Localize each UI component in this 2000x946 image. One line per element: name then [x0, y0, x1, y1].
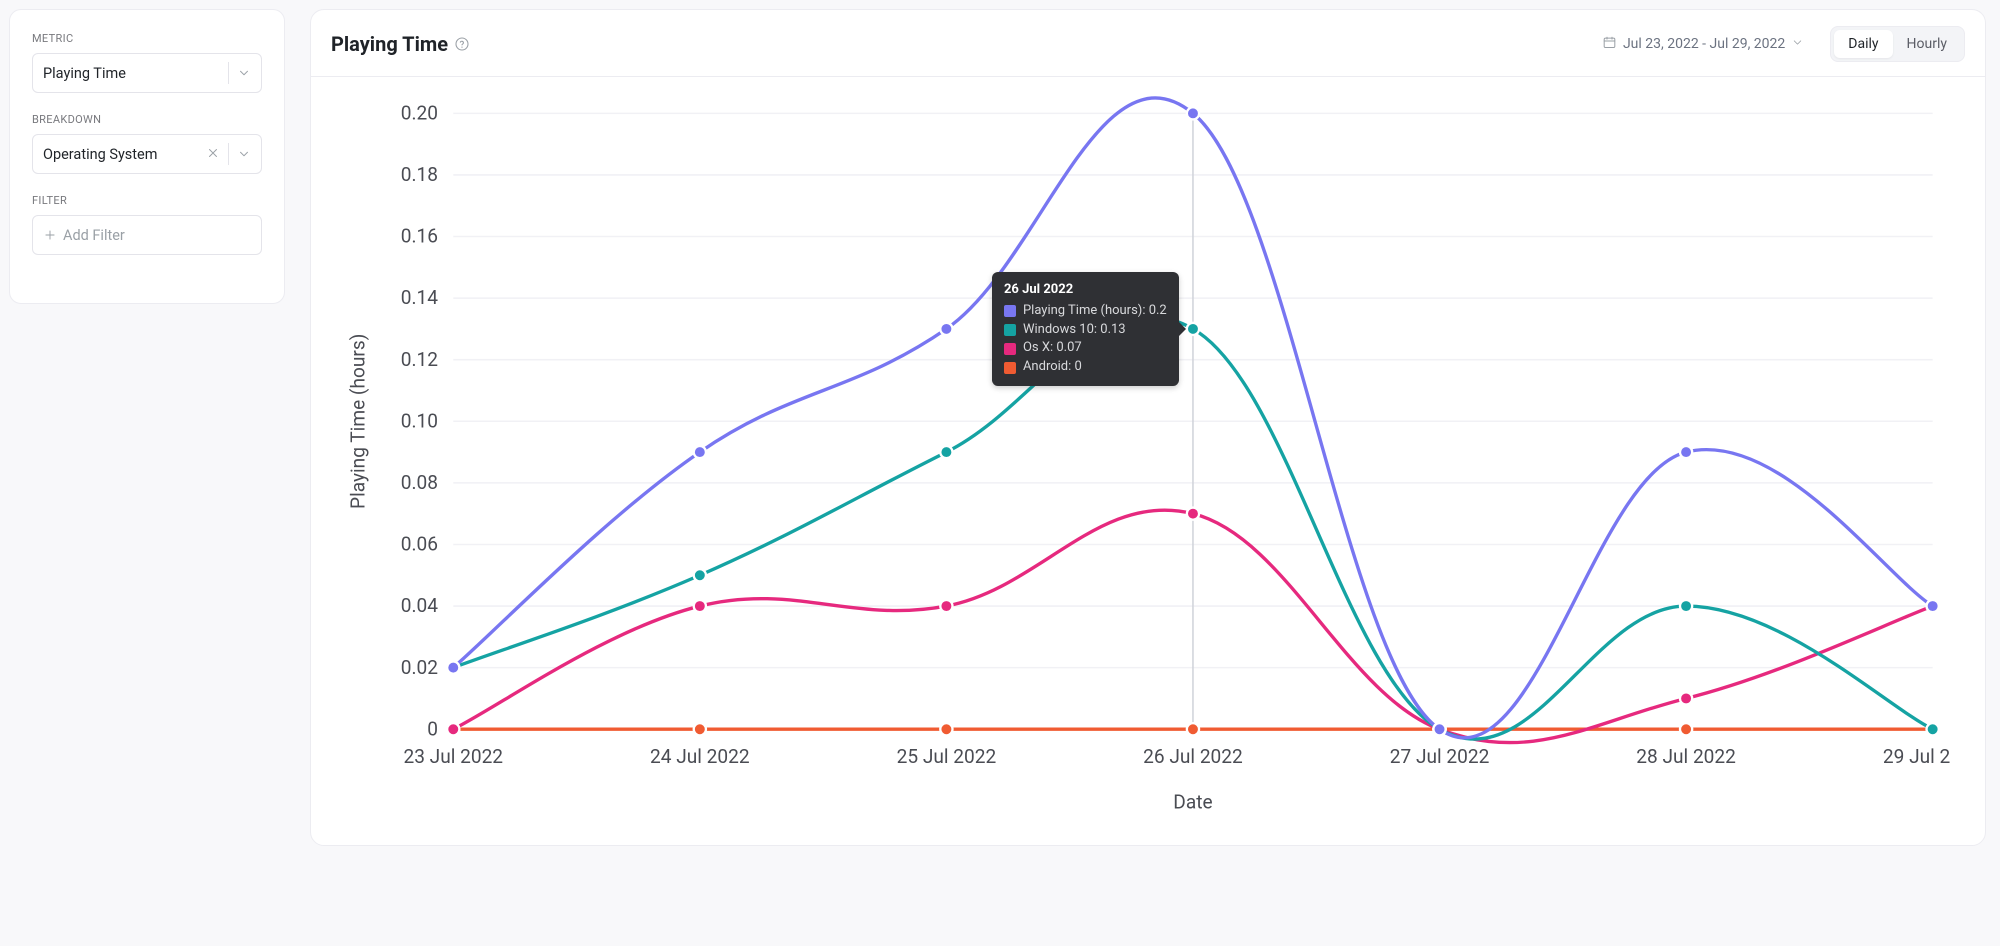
tooltip-swatch: [1004, 324, 1016, 336]
breakdown-field-label: BREAKDOWN: [32, 113, 262, 126]
chart-tooltip: 26 Jul 2022 Playing Time (hours): 0.2Win…: [992, 272, 1179, 386]
tooltip-swatch: [1004, 305, 1016, 317]
tooltip-row: Android: 0: [1004, 358, 1167, 377]
svg-text:0.04: 0.04: [401, 594, 438, 617]
svg-text:0.16: 0.16: [401, 225, 438, 248]
svg-text:0.12: 0.12: [401, 348, 438, 371]
add-filter-button[interactable]: Add Filter: [32, 215, 262, 255]
metric-field-label: METRIC: [32, 32, 262, 45]
tooltip-row-text: Os X: 0.07: [1023, 339, 1082, 358]
date-range-text: Jul 23, 2022 - Jul 29, 2022: [1623, 36, 1785, 52]
controls-panel: METRIC Playing Time BREAKDOWN Operating …: [9, 9, 285, 304]
tooltip-row-text: Windows 10: 0.13: [1023, 321, 1126, 340]
svg-text:Playing Time (hours): Playing Time (hours): [347, 334, 370, 509]
calendar-icon: [1602, 35, 1617, 54]
tooltip-row: Os X: 0.07: [1004, 339, 1167, 358]
chart-card-header: Playing Time Jul 23, 2022: [311, 10, 1985, 76]
help-icon[interactable]: [454, 36, 470, 52]
svg-text:0.10: 0.10: [401, 409, 438, 432]
tooltip-swatch: [1004, 343, 1016, 355]
breakdown-select-value: Operating System: [43, 146, 157, 163]
tooltip-row: Playing Time (hours): 0.2: [1004, 302, 1167, 321]
svg-text:26 Jul 2022: 26 Jul 2022: [1143, 745, 1243, 768]
breakdown-select[interactable]: Operating System: [32, 134, 262, 174]
metric-select[interactable]: Playing Time: [32, 53, 262, 93]
clear-breakdown-icon[interactable]: [204, 144, 222, 165]
chevron-down-icon: [1791, 36, 1804, 53]
tooltip-swatch: [1004, 362, 1016, 374]
svg-text:0.14: 0.14: [401, 286, 438, 309]
playing-time-chart[interactable]: 0 0.02 0.04 0.06 0.08 0.10 0.12 0.14 0.16 0.18 0.2…: [331, 95, 1951, 821]
svg-text:0.20: 0.20: [401, 101, 438, 124]
granularity-option-daily[interactable]: Daily: [1834, 30, 1892, 58]
svg-text:0.18: 0.18: [401, 163, 438, 186]
plus-icon: [43, 228, 57, 242]
chart-card: Playing Time Jul 23, 2022: [310, 9, 1986, 846]
chart-title: Playing Time: [331, 32, 448, 56]
granularity-toggle: Daily Hourly: [1830, 26, 1965, 62]
tooltip-row-text: Playing Time (hours): 0.2: [1023, 302, 1167, 321]
svg-text:23 Jul 2022: 23 Jul 2022: [403, 745, 503, 768]
chevron-down-icon: [237, 147, 251, 161]
tooltip-row: Windows 10: 0.13: [1004, 321, 1167, 340]
filter-field-label: FILTER: [32, 194, 262, 207]
chart-body: 0 0.02 0.04 0.06 0.08 0.10 0.12 0.14 0.16 0.18 0.2…: [311, 77, 1985, 845]
tooltip-row-text: Android: 0: [1023, 358, 1082, 377]
svg-text:27 Jul 2022: 27 Jul 2022: [1390, 745, 1490, 768]
date-range-picker[interactable]: Jul 23, 2022 - Jul 29, 2022: [1602, 35, 1812, 54]
granularity-option-hourly[interactable]: Hourly: [1893, 30, 1961, 58]
svg-text:Date: Date: [1173, 791, 1212, 814]
svg-text:25 Jul 2022: 25 Jul 2022: [897, 745, 997, 768]
svg-text:28 Jul 2022: 28 Jul 2022: [1636, 745, 1736, 768]
tooltip-title: 26 Jul 2022: [1004, 281, 1167, 300]
svg-text:0.06: 0.06: [401, 533, 438, 556]
svg-text:29 Jul 2022: 29 Jul 2022: [1883, 745, 1951, 768]
add-filter-placeholder: Add Filter: [63, 227, 125, 244]
chevron-down-icon: [237, 66, 251, 80]
svg-text:0: 0: [427, 717, 438, 740]
svg-text:0.08: 0.08: [401, 471, 438, 494]
svg-text:24 Jul 2022: 24 Jul 2022: [650, 745, 750, 768]
metric-select-value: Playing Time: [43, 65, 126, 82]
svg-text:0.02: 0.02: [401, 656, 438, 679]
